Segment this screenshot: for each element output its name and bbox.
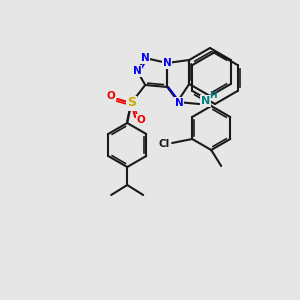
Text: Cl: Cl (158, 139, 170, 149)
Text: N: N (141, 53, 150, 63)
Text: N: N (133, 66, 142, 76)
Text: N: N (201, 96, 210, 106)
Text: S: S (127, 97, 136, 110)
Text: N: N (163, 58, 172, 68)
Text: O: O (107, 91, 116, 101)
Text: N: N (175, 98, 184, 108)
Text: H: H (209, 92, 217, 100)
Text: O: O (137, 115, 146, 125)
